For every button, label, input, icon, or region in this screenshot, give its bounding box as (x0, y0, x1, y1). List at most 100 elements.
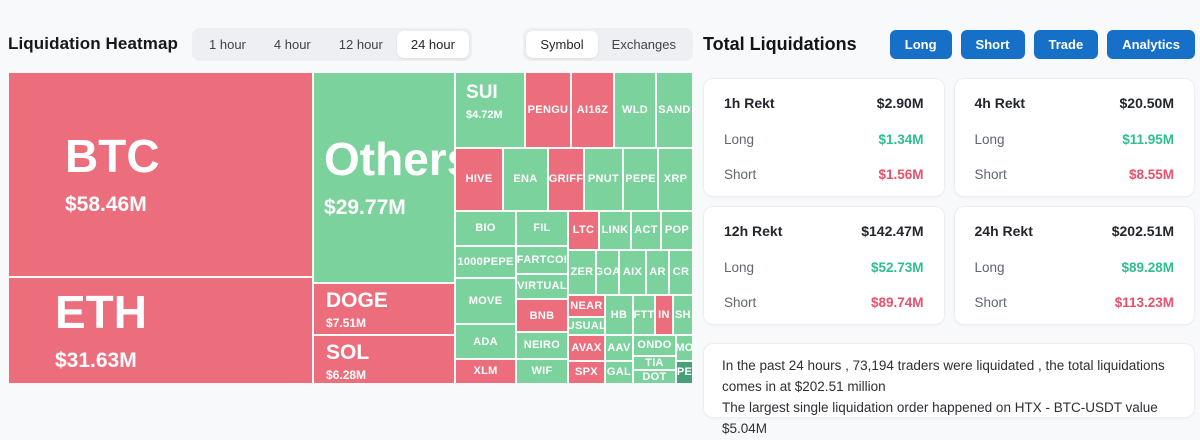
treemap-tile-fil[interactable]: FIL (515, 210, 568, 246)
treemap-tile-xrp[interactable]: XRP (657, 148, 693, 211)
treemap-tile-near[interactable]: NEAR (567, 294, 605, 317)
rekt-card-4h-rekt: 4h Rekt $20.50M Long $11.95M Short $8.55… (953, 78, 1195, 197)
mode-symbol[interactable]: Symbol (526, 30, 598, 58)
tile-symbol: XLM (473, 365, 498, 378)
tile-symbol: IN (658, 308, 670, 321)
treemap-tile-sh[interactable]: SH (672, 294, 693, 335)
analytics-button[interactable]: Analytics (1107, 29, 1195, 59)
treemap-tile-dot[interactable]: DOT (632, 369, 676, 384)
tile-symbol: AAV (607, 341, 631, 354)
card-short-label: Short (974, 295, 1007, 310)
card-total-value: $142.47M (861, 223, 924, 239)
treemap-tile-bnb[interactable]: BNB (515, 299, 568, 332)
treemap-tile-sand[interactable]: SAND (656, 72, 693, 148)
tile-symbol: LTC (572, 224, 595, 237)
treemap-tile-tia[interactable]: TIA (632, 356, 676, 370)
treemap-tile-pnut[interactable]: PNUT (584, 148, 623, 211)
trade-button[interactable]: Trade (1033, 29, 1099, 59)
liquidation-dashboard: Liquidation Heatmap 1 hour 4 hour 12 hour 2… (8, 27, 1195, 436)
treemap-tile-goa[interactable]: GOA (596, 249, 620, 295)
treemap-tile-sui[interactable]: SUI $4.72M (455, 72, 526, 148)
card-short-value: $89.74M (870, 295, 924, 310)
tile-symbol: PNUT (587, 173, 620, 186)
treemap-tile-pepe[interactable]: PEPE (622, 148, 658, 211)
short-button[interactable]: Short (960, 29, 1025, 59)
treemap-tile-pengu[interactable]: PENGU (524, 72, 571, 148)
treemap-tile-aav[interactable]: AAV (604, 334, 633, 361)
treemap-tile-link[interactable]: LINK (599, 210, 631, 250)
card-short-value: $113.23M (1114, 295, 1174, 310)
treemap-tile-cr[interactable]: CR (669, 249, 693, 295)
treemap-tile-ena[interactable]: ENA (502, 148, 548, 211)
treemap-tile-ai16z[interactable]: AI16Z (571, 72, 615, 148)
treemap-tile-hive[interactable]: HIVE (455, 148, 504, 211)
treemap-tile-doge[interactable]: DOGE $7.51M (313, 283, 456, 335)
treemap-tile-avax[interactable]: AVAX (567, 334, 605, 361)
treemap-tile-act[interactable]: ACT (631, 210, 661, 250)
long-button[interactable]: Long (889, 29, 952, 59)
treemap-tile-aix[interactable]: AIX (619, 249, 646, 295)
treemap-tile-usual[interactable]: USUAL (567, 317, 605, 335)
treemap-tile-spx[interactable]: SPX (567, 361, 605, 384)
tile-symbol: GOA (597, 266, 620, 279)
card-short-row: Short $8.55M (975, 167, 1175, 182)
treemap-tile-btc[interactable]: BTC $58.46M (8, 72, 314, 277)
treemap-tile-ftt[interactable]: FTT (632, 294, 655, 335)
rekt-card-12h-rekt: 12h Rekt $142.47M Long $52.73M Short $89… (703, 206, 945, 325)
treemap-tile-ar[interactable]: AR (646, 249, 670, 295)
tile-symbol: POP (664, 224, 690, 237)
tile-symbol: GAL (606, 366, 632, 379)
summary-note-line-2: The largest single liquidation order hap… (722, 399, 1158, 436)
treemap-tile-ltc[interactable]: LTC (567, 210, 599, 250)
summary-note: In the past 24 hours , 73,194 traders we… (703, 343, 1195, 436)
treemap-tile-ada[interactable]: ADA (455, 324, 517, 359)
tile-symbol: NEAR (570, 299, 603, 312)
treemap-tile-in[interactable]: IN (654, 294, 673, 335)
tile-symbol: USUAL (567, 320, 605, 332)
time-range-24-hour[interactable]: 24 hour (396, 30, 469, 58)
treemap-tile-eth[interactable]: ETH $31.63M (8, 277, 314, 384)
tile-symbol: ACT (634, 224, 658, 237)
tile-symbol: GRIFF (548, 173, 584, 186)
tile-symbol: ZER (570, 266, 594, 279)
treemap-tile-zer[interactable]: ZER (567, 249, 596, 295)
treemap-tile-1000pepe[interactable]: 1000PEPE (455, 246, 517, 278)
tile-symbol: BTC (65, 129, 160, 182)
treemap-tile-fartcoi[interactable]: FARTCOI (515, 246, 568, 274)
card-header-row: 12h Rekt $142.47M (724, 223, 924, 239)
treemap-tile-pop[interactable]: POP (661, 210, 693, 250)
tile-symbol: WLD (622, 104, 648, 116)
treemap-tile-pe[interactable]: PE (676, 361, 693, 384)
tile-symbol: BIO (475, 222, 496, 235)
tile-symbol: AI16Z (576, 104, 609, 116)
treemap-tile-move[interactable]: MOVE (455, 278, 517, 324)
treemap-tile-wif[interactable]: WIF (515, 359, 568, 384)
treemap-tile-xlm[interactable]: XLM (455, 359, 517, 384)
treemap-tile-virtual[interactable]: VIRTUAL (515, 273, 568, 299)
tile-symbol: FARTCOI (516, 253, 568, 266)
card-header-row: 4h Rekt $20.50M (975, 95, 1175, 111)
tile-symbol: BNB (529, 309, 555, 322)
treemap-tile-hb[interactable]: HB (604, 294, 633, 335)
mode-exchanges[interactable]: Exchanges (598, 31, 690, 58)
time-range-1-hour[interactable]: 1 hour (195, 31, 260, 58)
treemap-tile-mo[interactable]: MO (676, 334, 693, 361)
treemap-tile-bio[interactable]: BIO (455, 210, 517, 246)
tile-symbol: PE (676, 366, 693, 379)
card-period-label: 4h Rekt (974, 95, 1026, 111)
treemap-tile-sol[interactable]: SOL $6.28M (313, 334, 456, 384)
treemap-tile-neiro[interactable]: NEIRO (515, 331, 568, 359)
time-range-12-hour[interactable]: 12 hour (325, 31, 397, 58)
card-long-row: Long $11.95M (975, 132, 1175, 147)
treemap-tile-griff[interactable]: GRIFF (547, 148, 584, 211)
treemap-tile-others[interactable]: Others $29.77M (313, 72, 456, 283)
card-short-row: Short $1.56M (724, 167, 924, 182)
tile-symbol: SPX (575, 366, 598, 379)
tile-symbol: XRP (663, 173, 688, 186)
treemap-tile-ondo[interactable]: ONDO (632, 334, 676, 356)
tile-symbol: LINK (601, 224, 629, 237)
treemap-tile-gal[interactable]: GAL (604, 361, 633, 384)
treemap-tile-wld[interactable]: WLD (614, 72, 656, 148)
time-range-4-hour[interactable]: 4 hour (260, 31, 325, 58)
card-period-label: 12h Rekt (724, 223, 783, 239)
